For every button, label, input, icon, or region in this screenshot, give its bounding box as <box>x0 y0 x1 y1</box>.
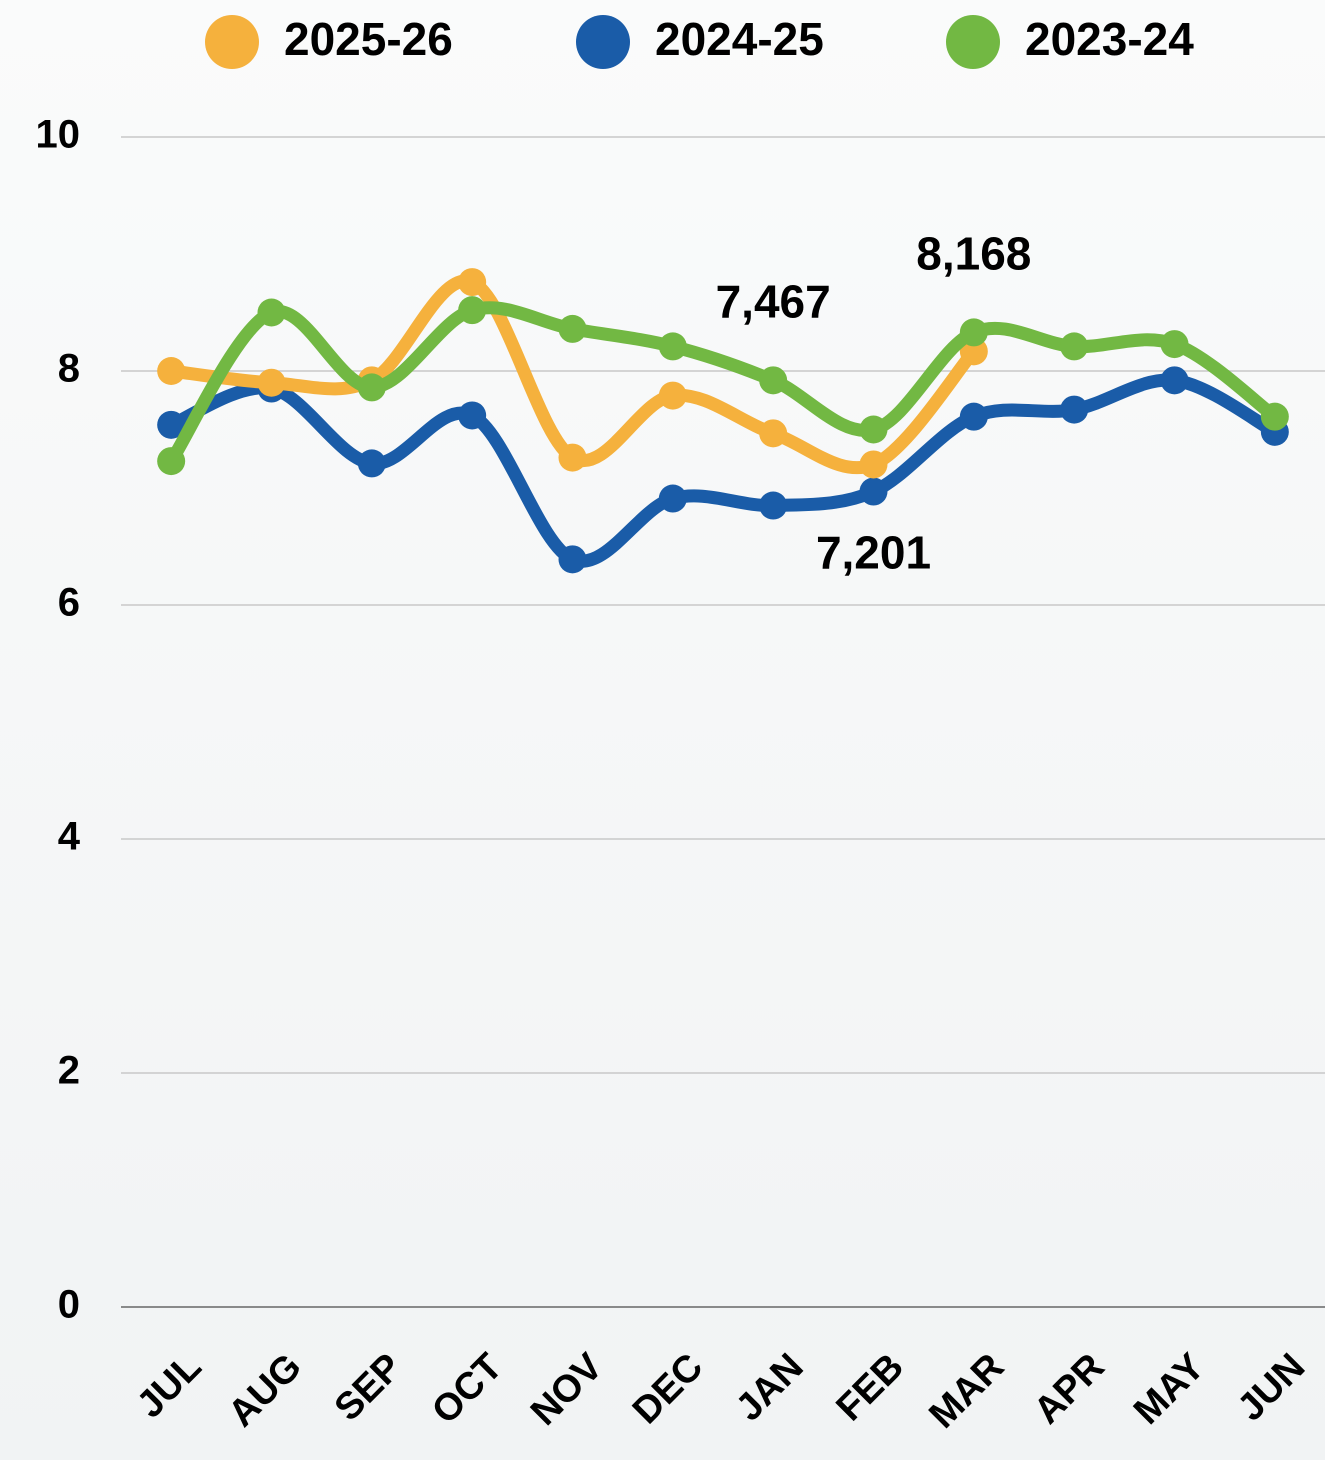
point <box>157 357 186 385</box>
point <box>1260 402 1289 431</box>
point <box>1160 330 1189 359</box>
point <box>558 545 587 574</box>
point <box>257 368 286 397</box>
x-tick-label: MAY <box>1126 1346 1213 1433</box>
data-label: 7,201 <box>816 527 931 579</box>
x-tick-label: OCT <box>424 1346 510 1432</box>
point <box>157 447 186 476</box>
point <box>658 332 687 361</box>
point <box>357 373 386 402</box>
y-tick-label: 4 <box>58 815 81 859</box>
point <box>458 296 487 325</box>
legend-label: 2024-25 <box>655 13 824 65</box>
x-tick-label: JUN <box>1230 1346 1313 1429</box>
data-label: 7,467 <box>716 276 831 328</box>
x-tick-label: MAR <box>921 1346 1012 1437</box>
point <box>1060 395 1089 424</box>
legend-label: 2025-26 <box>284 13 453 65</box>
x-tick-label: JAN <box>728 1346 811 1429</box>
y-tick-label: 6 <box>58 581 80 625</box>
x-tick-label: JUL <box>129 1346 209 1426</box>
legend-swatch <box>205 15 259 69</box>
point <box>859 477 888 506</box>
data-label: 8,168 <box>916 228 1031 280</box>
x-tick-label: DEC <box>625 1346 711 1432</box>
x-tick-label: APR <box>1026 1346 1112 1432</box>
point <box>859 415 888 444</box>
x-tick-label: SEP <box>327 1346 410 1429</box>
point <box>257 298 286 327</box>
point <box>458 268 487 297</box>
x-tick-label: AUG <box>221 1346 310 1435</box>
point <box>959 402 988 431</box>
point <box>759 491 788 520</box>
point <box>658 381 687 410</box>
point <box>759 366 788 395</box>
point <box>1060 332 1089 361</box>
y-tick-label: 10 <box>36 113 81 157</box>
legend-swatch <box>576 15 630 69</box>
point <box>458 401 487 430</box>
x-tick-label: FEB <box>829 1346 912 1429</box>
legend-label: 2023-24 <box>1025 13 1194 65</box>
legend-swatch <box>946 15 1000 69</box>
y-tick-label: 2 <box>58 1049 80 1093</box>
x-tick-label: NOV <box>523 1345 611 1433</box>
point <box>157 410 186 439</box>
point <box>558 443 587 472</box>
point <box>859 450 888 479</box>
point <box>558 314 587 343</box>
point <box>357 449 386 478</box>
point <box>1160 366 1189 395</box>
y-tick-label: 0 <box>58 1283 80 1327</box>
y-tick-label: 8 <box>58 347 80 391</box>
point <box>759 419 788 448</box>
point <box>959 318 988 347</box>
point <box>658 484 687 513</box>
